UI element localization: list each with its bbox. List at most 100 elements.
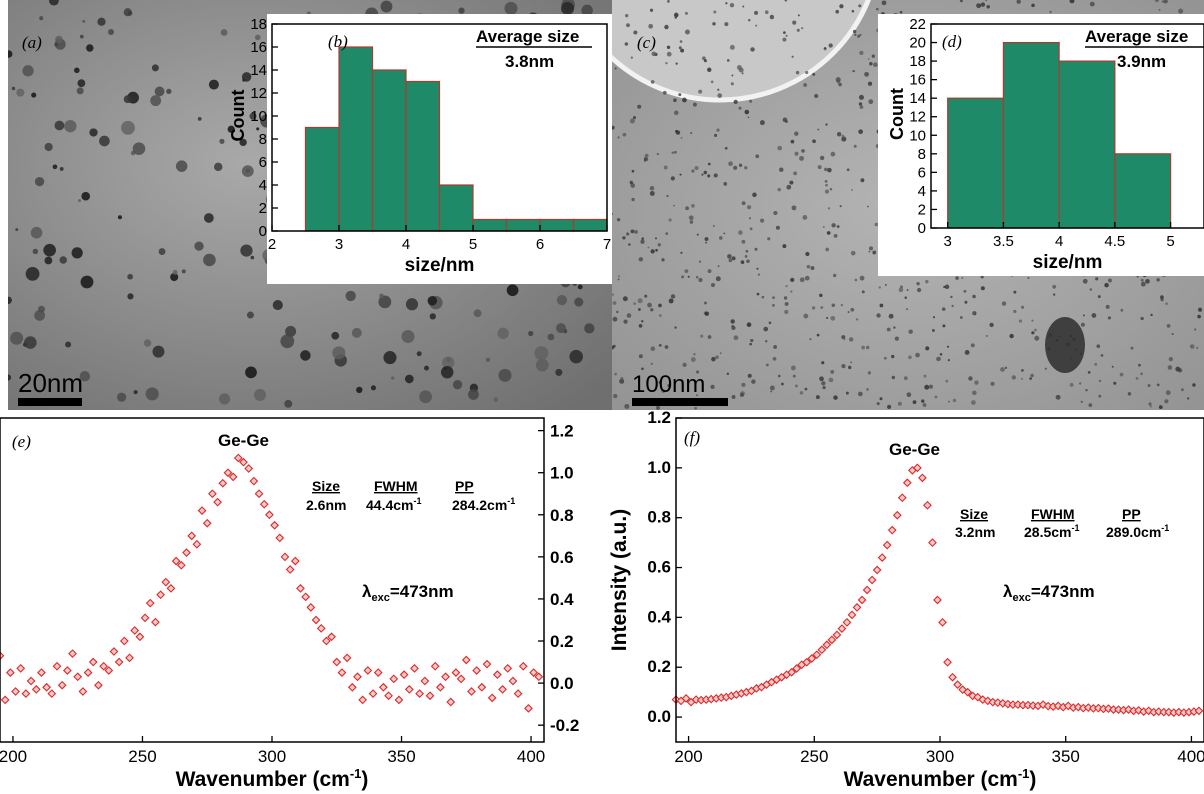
nanoparticle — [990, 381, 995, 386]
nanoparticle — [698, 89, 703, 94]
nanoparticle — [782, 244, 787, 249]
nanoparticle — [964, 350, 970, 355]
nanoparticle — [761, 295, 765, 299]
data-point — [897, 493, 907, 503]
nanoparticle — [534, 346, 549, 361]
data-point — [353, 672, 362, 682]
scale-bar-label-a: 20nm — [18, 368, 83, 398]
avg-size-title-b: Average size — [476, 27, 579, 46]
nanoparticle — [380, 0, 393, 13]
data-point — [249, 476, 259, 486]
nanoparticle — [1171, 333, 1174, 336]
data-point — [233, 453, 243, 463]
nanoparticle — [166, 88, 172, 94]
nanoparticle — [858, 102, 863, 106]
x-tick-label-d: 3 — [944, 233, 952, 250]
nanoparticle — [772, 304, 775, 307]
nanoparticle — [768, 321, 772, 325]
nanoparticle — [675, 130, 681, 135]
nanoparticle — [705, 241, 708, 244]
nanoparticle — [922, 403, 927, 407]
nanoparticle — [717, 265, 720, 268]
nanoparticle — [117, 392, 127, 402]
data-point — [882, 540, 892, 550]
nanoparticle — [724, 22, 729, 27]
data-point — [109, 647, 119, 656]
nanoparticle — [769, 14, 775, 20]
data-point — [31, 685, 41, 694]
nanoparticle — [904, 296, 907, 300]
data-point — [213, 497, 222, 507]
nanoparticle — [1016, 0, 1021, 4]
nanoparticle — [893, 326, 896, 329]
nanoparticle — [391, 376, 395, 380]
nanoparticle — [964, 300, 968, 304]
nanoparticle — [905, 308, 909, 311]
nanoparticle — [859, 33, 862, 36]
nanoparticle — [858, 129, 863, 135]
data-point — [285, 565, 295, 574]
data-point — [104, 666, 114, 675]
data-point — [337, 668, 347, 677]
data-point — [399, 670, 409, 680]
x-tick-label-f: 250 — [800, 747, 828, 766]
nanoparticle — [49, 0, 59, 6]
data-point — [928, 538, 937, 547]
data-point — [0, 651, 5, 661]
data-point — [389, 674, 399, 684]
data-point — [420, 676, 430, 686]
y-tick-label-e: 0.6 — [550, 548, 574, 567]
nanoparticle — [628, 243, 631, 246]
data-point — [482, 659, 492, 669]
nanoparticle — [220, 29, 228, 36]
x-tick-label-f: 300 — [926, 747, 954, 766]
data-point — [404, 685, 414, 694]
data-point — [792, 664, 802, 673]
nanoparticle — [830, 315, 836, 321]
nanoparticle — [736, 65, 742, 70]
nanoparticle — [750, 47, 755, 52]
nanoparticle — [931, 329, 935, 332]
nanoparticle — [197, 116, 202, 121]
data-point — [37, 668, 46, 677]
nanoparticle — [972, 294, 976, 299]
nanoparticle — [1194, 328, 1197, 331]
data-point — [472, 666, 482, 675]
nanoparticle — [673, 204, 676, 207]
nanoparticle — [681, 275, 685, 279]
nanoparticle — [746, 322, 752, 328]
nanoparticle — [123, 95, 132, 104]
nanoparticle — [775, 225, 780, 230]
nanoparticle — [561, 1, 575, 15]
peak-label-e: Ge-Ge — [218, 431, 269, 450]
nanoparticle — [1094, 362, 1098, 366]
nanoparticle — [658, 343, 662, 347]
nanoparticle — [696, 233, 699, 236]
nanoparticle — [733, 99, 738, 105]
nanoparticle — [688, 215, 694, 221]
nanoparticle — [285, 325, 297, 337]
nanoparticle — [673, 12, 679, 18]
data-point — [99, 661, 108, 671]
data-point — [68, 649, 77, 659]
nanoparticle — [749, 99, 753, 103]
nanoparticle — [1020, 377, 1023, 380]
excitation-wavelength-f: λexc=473nm — [1003, 582, 1095, 604]
nanoparticle — [843, 338, 846, 341]
nanoparticle — [1027, 276, 1030, 280]
nanoparticle — [1165, 302, 1168, 305]
data-point — [218, 478, 228, 488]
y-axis-label-b: Count — [228, 90, 248, 142]
nanoparticle — [687, 275, 690, 278]
nanoparticle — [827, 167, 832, 173]
nanoparticle — [1013, 309, 1017, 314]
nanoparticle — [682, 97, 687, 103]
nanoparticle — [946, 345, 950, 348]
nanoparticle — [624, 403, 630, 409]
nanoparticle — [1000, 367, 1005, 372]
histogram-bar — [438, 184, 474, 232]
nanoparticle — [853, 144, 857, 148]
data-point — [436, 682, 445, 692]
data-point — [1038, 700, 1048, 709]
nanoparticle — [638, 308, 641, 311]
